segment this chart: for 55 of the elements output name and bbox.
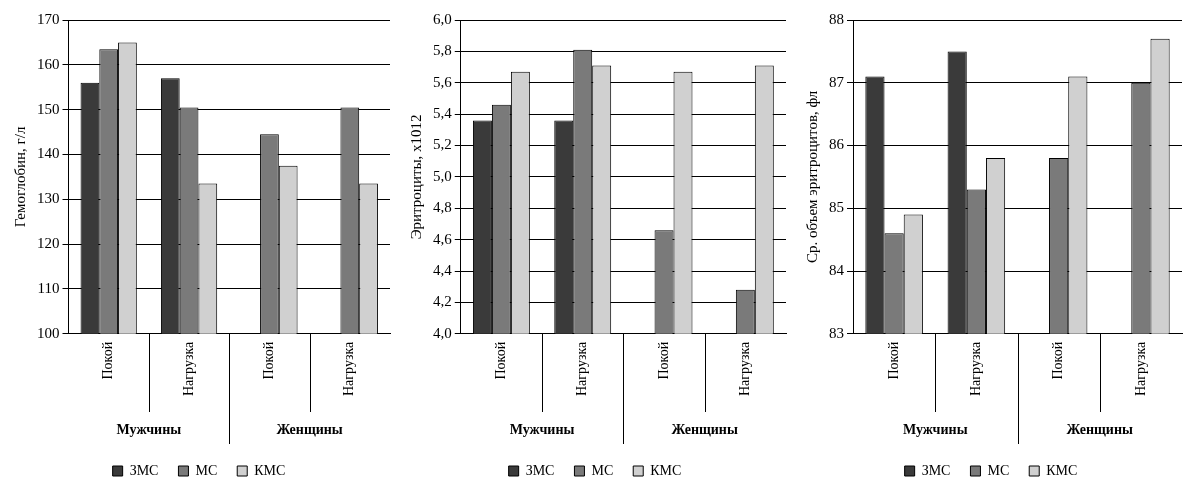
x-tick-label: Покой — [885, 341, 901, 380]
x-tick-label: Нагрузка — [1132, 341, 1148, 396]
y-tick-label: 83 — [829, 324, 844, 341]
x-tick-label: Нагрузка — [180, 341, 196, 396]
x-tick-label: Нагрузка — [341, 341, 357, 396]
y-tick-label: 160 — [37, 55, 60, 72]
legend-label: КМС — [1046, 462, 1078, 478]
legend-label: ЗМС — [921, 462, 951, 478]
x-tick-label: Нагрузка — [968, 341, 984, 396]
y-tick-label: 86 — [829, 136, 845, 153]
y-tick-label: 110 — [37, 279, 60, 296]
legend-label: ЗМС — [525, 462, 555, 478]
x-tick-label: Нагрузка — [574, 341, 590, 396]
x-tick-label: Покой — [655, 341, 671, 380]
y-axis-title: Гемоглобин, г/л — [11, 126, 28, 228]
y-tick-label: 5,8 — [433, 42, 452, 59]
y-tick-label: 140 — [37, 145, 60, 162]
y-tick-label: 87 — [829, 73, 845, 90]
y-tick-label: 85 — [829, 199, 844, 216]
legend-label: КМС — [650, 462, 682, 478]
y-axis-title: Эритроциты, х1012 — [407, 114, 424, 240]
y-axis-title: Ср. объем эритроцитов, фл — [803, 90, 820, 264]
y-tick-label: 5,0 — [433, 167, 452, 184]
y-tick-label: 5,4 — [433, 105, 453, 122]
x-tick-label: Нагрузка — [737, 341, 753, 396]
x-tick-label: Покой — [261, 341, 277, 380]
x-tick-label: Покой — [493, 341, 509, 380]
y-tick-label: 4,4 — [433, 261, 453, 278]
y-tick-label: 120 — [37, 235, 60, 252]
y-tick-label: 5,2 — [433, 136, 452, 153]
legend-label: ЗМС — [129, 462, 159, 478]
text: Женщины — [276, 421, 343, 437]
x-tick-label: Покой — [1050, 341, 1066, 380]
legend-label: МС — [987, 462, 1010, 478]
y-tick-label: 4,6 — [433, 230, 453, 247]
y-tick-label: 170 — [37, 10, 60, 27]
y-tick-label: 100 — [37, 324, 60, 341]
x-tick-label: Покой — [100, 341, 116, 380]
y-tick-label: 88 — [829, 10, 844, 27]
y-tick-label: 150 — [37, 100, 60, 117]
legend-label: МС — [591, 462, 614, 478]
y-tick-label: 4,0 — [433, 324, 452, 341]
text: Мужчины — [116, 421, 182, 437]
y-tick-label: 6,0 — [433, 10, 452, 27]
y-tick-label: 4,2 — [433, 293, 452, 310]
text: Женщины — [671, 421, 738, 437]
text: Мужчины — [509, 421, 575, 437]
y-tick-label: 5,6 — [433, 73, 453, 90]
legend-label: КМС — [254, 462, 286, 478]
y-tick-label: 4,8 — [433, 199, 452, 216]
text: Женщины — [1066, 421, 1133, 437]
text: Мужчины — [902, 421, 968, 437]
y-tick-label: 130 — [37, 190, 60, 207]
y-tick-label: 84 — [829, 261, 845, 278]
legend-label: МС — [195, 462, 218, 478]
